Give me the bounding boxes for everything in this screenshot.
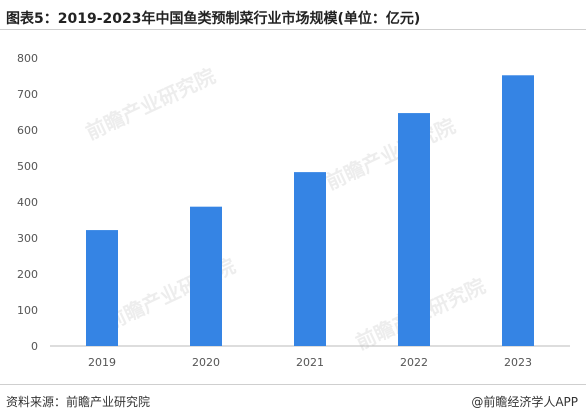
y-tick-label: 0 [31,340,38,353]
bar-2019 [86,230,118,346]
bar-2022 [398,113,430,346]
x-axis-ticks: 2019 2020 2021 2022 2023 [88,356,532,369]
bar-2021 [294,172,326,346]
x-tick-label: 2021 [296,356,324,369]
bars [86,75,534,346]
y-tick-label: 200 [17,268,38,281]
watermark-logo: 前瞻产业研究院 [82,64,219,145]
x-tick-label: 2019 [88,356,116,369]
y-tick-label: 600 [17,124,38,137]
x-tick-label: 2023 [504,356,532,369]
chart-title: 图表5：2019-2023年中国鱼类预制菜行业市场规模(单位：亿元) [6,11,421,27]
x-tick-label: 2020 [192,356,220,369]
y-tick-label: 800 [17,52,38,65]
bar-2020 [190,206,222,346]
watermark-logo: 前瞻产业研究院 [322,114,459,195]
y-tick-label: 500 [17,160,38,173]
bar-chart: 前瞻产业研究院 前瞻产业研究院 前瞻产业研究院 前瞻产业研究院 01002003… [17,52,570,369]
source-note: 资料来源：前瞻产业研究院 [6,395,151,409]
y-tick-label: 300 [17,232,38,245]
credit-note: @前瞻经济学人APP [471,395,578,409]
bar-2023 [502,75,534,346]
y-tick-label: 100 [17,304,38,317]
y-axis-ticks: 0 100 200 300 400 500 600 700 800 [17,52,38,353]
y-tick-label: 400 [17,196,38,209]
footer: 资料来源：前瞻产业研究院 @前瞻经济学人APP [0,384,586,420]
x-tick-label: 2022 [400,356,428,369]
y-tick-label: 700 [17,88,38,101]
title-bar: 图表5：2019-2023年中国鱼类预制菜行业市场规模(单位：亿元) [0,0,586,30]
